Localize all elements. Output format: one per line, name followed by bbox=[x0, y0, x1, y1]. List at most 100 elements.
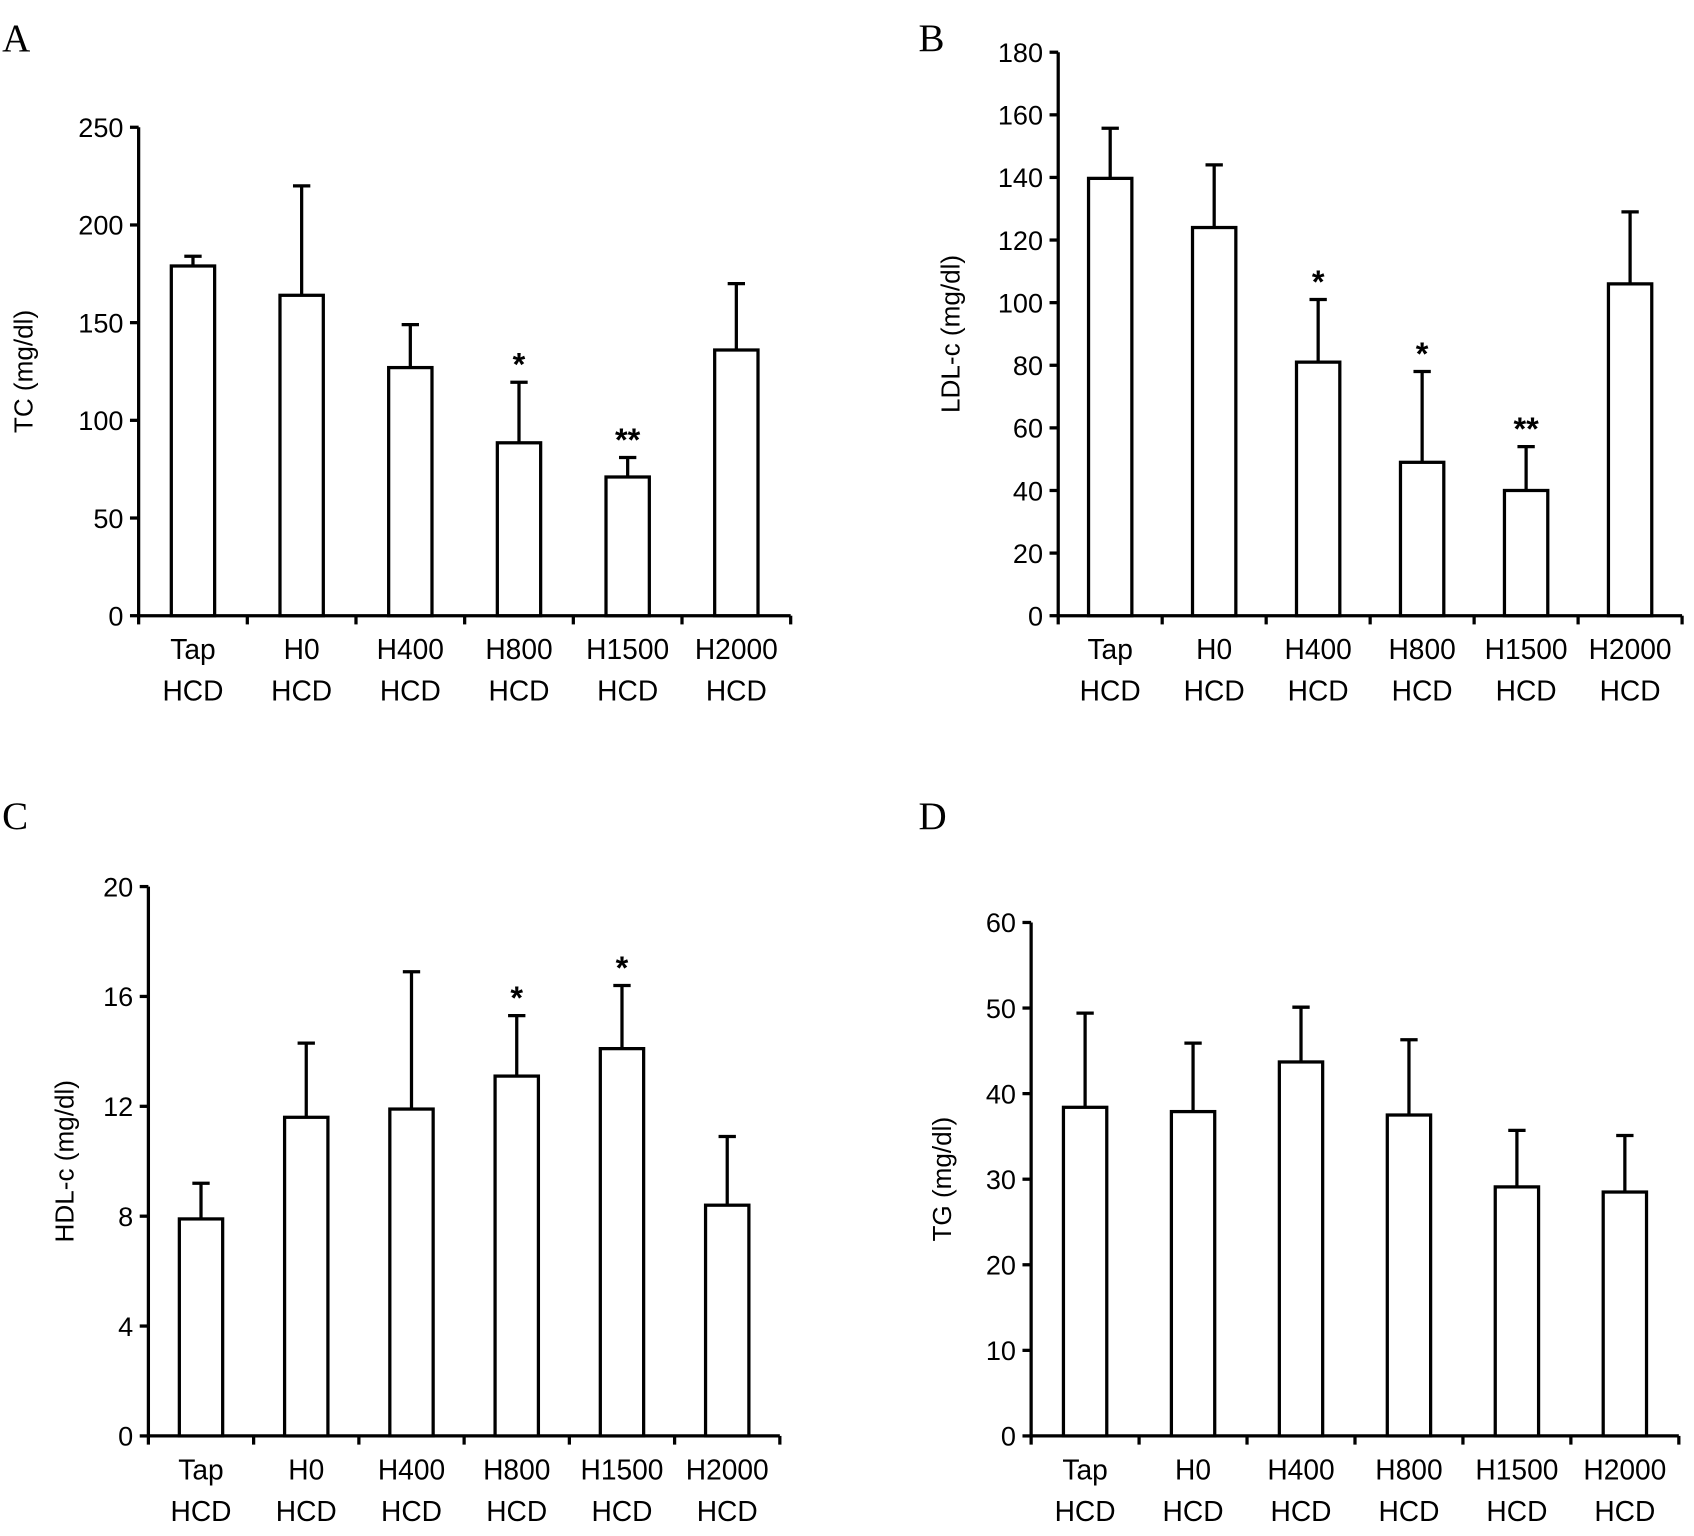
y-tick-label: 100 bbox=[78, 405, 123, 436]
bar bbox=[1086, 176, 1134, 618]
y-tick-label: 0 bbox=[1001, 1421, 1016, 1452]
x-tick-label: H800 bbox=[483, 1453, 550, 1485]
bar bbox=[169, 264, 217, 618]
x-tick-label: H400 bbox=[377, 633, 444, 665]
bar bbox=[1385, 1113, 1433, 1438]
y-tick-label: 250 bbox=[78, 112, 123, 143]
x-tick-label: H2000 bbox=[1583, 1453, 1666, 1485]
y-tick-label: 50 bbox=[986, 993, 1016, 1024]
y-tick-label: 150 bbox=[78, 307, 123, 338]
x-tick-label: HCD bbox=[1392, 674, 1453, 706]
x-tick-label: HCD bbox=[1378, 1495, 1439, 1527]
x-tick-label: HCD bbox=[171, 1495, 232, 1527]
bar bbox=[1502, 488, 1550, 618]
x-tick-label: HCD bbox=[1594, 1495, 1655, 1527]
x-tick-label: HCD bbox=[271, 674, 332, 706]
significance: * bbox=[510, 980, 523, 1016]
x-tick-label: HCD bbox=[276, 1495, 337, 1527]
y-tick-label: 100 bbox=[998, 287, 1043, 318]
y-tick-label: 0 bbox=[108, 600, 123, 631]
bar bbox=[495, 441, 543, 618]
x-tick-label: H2000 bbox=[686, 1453, 769, 1485]
bar bbox=[278, 293, 325, 618]
panel-label: C bbox=[2, 795, 28, 838]
x-tick-label: H2000 bbox=[695, 633, 778, 665]
significance: * bbox=[1312, 264, 1325, 300]
x-tick-label: Tap bbox=[1062, 1453, 1107, 1485]
bar bbox=[604, 475, 651, 618]
y-tick-label: 20 bbox=[986, 1250, 1016, 1281]
y-tick-label: 12 bbox=[103, 1091, 133, 1122]
x-tick-label: HCD bbox=[597, 674, 658, 706]
significance: * bbox=[616, 950, 629, 986]
y-tick-label: 80 bbox=[1013, 350, 1043, 381]
y-tick-label: 200 bbox=[78, 210, 123, 241]
x-tick-label: HCD bbox=[1288, 674, 1349, 706]
bar bbox=[1493, 1185, 1541, 1438]
y-tick-label: 60 bbox=[1013, 413, 1043, 444]
y-tick-label: 30 bbox=[986, 1164, 1016, 1195]
y-tick-label: 120 bbox=[998, 225, 1043, 256]
y-tick-label: 40 bbox=[986, 1078, 1016, 1109]
bar bbox=[388, 1107, 435, 1438]
bar bbox=[1601, 1190, 1649, 1438]
x-tick-label: HCD bbox=[1486, 1495, 1547, 1527]
x-tick-label: H400 bbox=[378, 1453, 445, 1485]
bar bbox=[1398, 460, 1446, 618]
bar bbox=[1061, 1105, 1109, 1438]
x-tick-label: HCD bbox=[380, 674, 441, 706]
x-tick-label: H800 bbox=[1388, 633, 1455, 665]
x-tick-label: HCD bbox=[488, 674, 549, 706]
x-tick-label: HCD bbox=[1496, 674, 1557, 706]
x-tick-label: H400 bbox=[1284, 633, 1351, 665]
y-tick-label: 40 bbox=[1013, 475, 1043, 506]
x-tick-label: H800 bbox=[485, 633, 552, 665]
bar bbox=[1169, 1109, 1217, 1438]
x-tick-label: HCD bbox=[486, 1495, 547, 1527]
x-tick-label: Tap bbox=[178, 1453, 223, 1485]
y-tick-label: 20 bbox=[103, 871, 133, 902]
significance: ** bbox=[1513, 411, 1539, 447]
significance: ** bbox=[615, 422, 641, 458]
x-tick-label: HCD bbox=[1080, 674, 1141, 706]
bar bbox=[703, 1203, 751, 1438]
x-tick-label: HCD bbox=[591, 1495, 652, 1527]
x-tick-label: HCD bbox=[1271, 1495, 1332, 1527]
y-tick-label: 60 bbox=[986, 907, 1016, 938]
x-tick-label: HCD bbox=[381, 1495, 442, 1527]
y-axis-label: TC (mg/dl) bbox=[9, 310, 39, 433]
x-tick-label: H1500 bbox=[1485, 633, 1568, 665]
x-tick-label: HCD bbox=[697, 1495, 758, 1527]
y-tick-label: 16 bbox=[103, 981, 133, 1012]
bar bbox=[493, 1074, 541, 1438]
y-tick-label: 0 bbox=[1028, 600, 1043, 631]
x-tick-label: H0 bbox=[288, 1453, 324, 1485]
y-tick-label: 20 bbox=[1013, 538, 1043, 569]
x-tick-label: HCD bbox=[1163, 1495, 1224, 1527]
panel-label: A bbox=[2, 17, 30, 60]
x-tick-label: HCD bbox=[1184, 674, 1245, 706]
bar bbox=[1277, 1060, 1325, 1438]
bar bbox=[1606, 282, 1654, 618]
y-axis-label: TG (mg/dl) bbox=[927, 1117, 957, 1242]
x-tick-label: HCD bbox=[706, 674, 767, 706]
x-tick-label: H0 bbox=[284, 633, 320, 665]
y-axis-label: HDL-c (mg/dl) bbox=[50, 1080, 80, 1242]
x-tick-label: H800 bbox=[1375, 1453, 1442, 1485]
x-tick-label: HCD bbox=[1600, 674, 1661, 706]
x-tick-label: Tap bbox=[1087, 633, 1132, 665]
x-tick-label: H1500 bbox=[586, 633, 669, 665]
y-tick-label: 50 bbox=[93, 503, 123, 534]
panel-label: D bbox=[918, 795, 946, 838]
x-tick-label: HCD bbox=[162, 674, 223, 706]
x-tick-label: H0 bbox=[1175, 1453, 1211, 1485]
y-tick-label: 8 bbox=[118, 1201, 133, 1232]
y-tick-label: 4 bbox=[118, 1311, 133, 1342]
x-tick-label: H400 bbox=[1267, 1453, 1334, 1485]
y-tick-label: 10 bbox=[986, 1335, 1016, 1366]
bar bbox=[1294, 360, 1342, 618]
y-tick-label: 0 bbox=[118, 1421, 133, 1452]
bar bbox=[598, 1046, 646, 1438]
y-axis-label: LDL-c (mg/dl) bbox=[936, 255, 966, 413]
